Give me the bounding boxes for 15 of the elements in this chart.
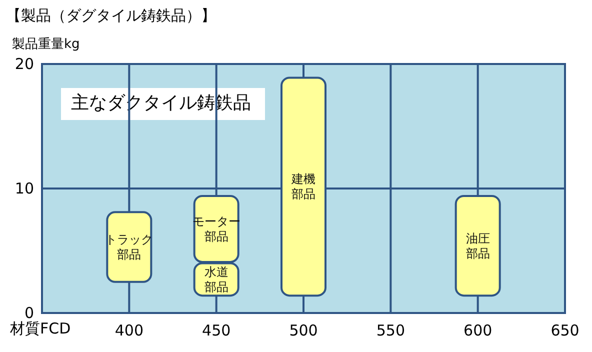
series-label: 油圧部品 bbox=[466, 231, 490, 260]
x-tick-label: 650 bbox=[550, 322, 580, 340]
chart-title: 【製品（ダグタイル鋳鉄品）】 bbox=[6, 6, 216, 24]
y-tick-label: 10 bbox=[14, 180, 34, 198]
x-tick-label: 550 bbox=[376, 322, 405, 340]
x-tick-label: 450 bbox=[202, 322, 231, 340]
x-tick-label: 400 bbox=[114, 322, 144, 340]
series-label: 水道部品 bbox=[204, 264, 228, 294]
x-axis-title: 材質FCD bbox=[9, 320, 71, 338]
y-tick-label: 20 bbox=[14, 55, 34, 73]
x-tick-label: 500 bbox=[289, 322, 318, 340]
x-tick-label: 600 bbox=[464, 322, 492, 340]
y-tick-label: 0 bbox=[24, 304, 34, 322]
series-label: 建機部品 bbox=[290, 172, 316, 202]
y-axis-title: 製品重量kg bbox=[12, 37, 80, 52]
